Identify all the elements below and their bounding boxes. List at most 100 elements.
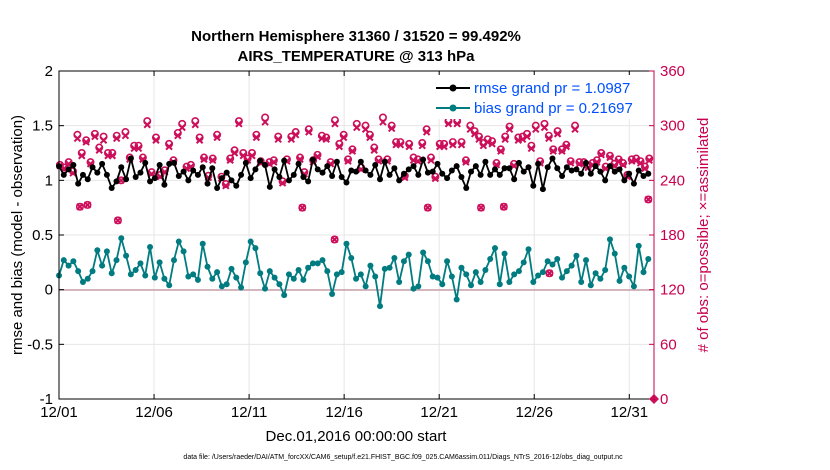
bias-series-point <box>496 281 503 288</box>
legend-bias-label: bias grand pr = 0.21697 <box>474 100 633 117</box>
bias-series-point <box>573 252 580 259</box>
rmse-series-point <box>60 171 67 178</box>
rmse-series-point <box>477 171 484 178</box>
rmse-series-point <box>338 174 345 181</box>
bias-series-point <box>118 235 125 242</box>
bias-series-point <box>568 262 575 269</box>
obs-assimilated-point <box>453 120 461 128</box>
bias-series-point <box>209 275 216 282</box>
rmse-series-point <box>199 164 206 171</box>
obs-assimilated-point <box>331 120 339 128</box>
obs-assimilated-point <box>527 144 536 153</box>
rmse-series-point <box>185 177 192 184</box>
obs-assimilated-point <box>108 152 117 160</box>
bias-series-point <box>353 275 360 282</box>
bias-series-point <box>329 291 336 298</box>
bias-series-point <box>233 274 240 281</box>
obs-assimilated-point <box>457 141 466 149</box>
obs-low-point <box>113 216 122 225</box>
bias-series-point <box>180 248 187 255</box>
bias-series-point <box>415 283 422 290</box>
y-left-tick-label: 2 <box>45 63 53 80</box>
bias-series-point <box>468 282 475 289</box>
obs-assimilated-point <box>195 136 204 144</box>
rmse-series-point <box>137 169 144 176</box>
rmse-series-point <box>343 179 350 186</box>
y-right-tick-label: 240 <box>660 172 685 189</box>
rmse-series-point <box>515 159 522 166</box>
bias-series-point <box>281 292 288 299</box>
rmse-series-point <box>103 171 110 178</box>
bias-series-point <box>477 279 484 286</box>
bias-series-point <box>592 270 599 277</box>
bias-series-point <box>410 285 417 292</box>
obs-assimilated-point <box>274 135 282 144</box>
bias-series-point <box>611 250 618 257</box>
obs-assimilated-point <box>213 133 221 142</box>
bias-series-point <box>630 283 637 290</box>
obs-assimilated-point <box>73 134 82 143</box>
rmse-series-point <box>276 174 283 181</box>
obs-assimilated-point <box>488 140 496 148</box>
obs-assimilated-point <box>431 174 440 183</box>
rmse-series-point <box>554 165 561 172</box>
data-file-footer: data file: /Users/raeder/DAI/ATM_forcXX/… <box>183 454 623 461</box>
rmse-series-point <box>228 177 235 184</box>
obs-assimilated-point <box>387 124 396 133</box>
obs-assimilated-point <box>475 135 483 144</box>
obs-low-x <box>83 201 92 209</box>
bias-series-point <box>319 257 326 264</box>
obs-low-point <box>298 203 307 212</box>
rmse-series-point <box>578 170 585 177</box>
rmse-series-point <box>190 167 197 174</box>
rmse-series-point <box>309 156 316 163</box>
rmse-series-point <box>453 163 460 170</box>
y-right-tick-label: 180 <box>660 227 685 244</box>
rmse-series-point <box>242 159 249 166</box>
obs-assimilated-point <box>641 164 649 173</box>
rmse-series-point <box>252 166 259 173</box>
legend: rmse grand pr = 1.0987 bias grand pr = 0… <box>415 75 651 119</box>
y-right-tick-label: 360 <box>660 63 685 80</box>
rmse-series-point <box>539 186 546 193</box>
obs-assimilated-point <box>501 135 509 144</box>
bias-series-point <box>132 266 139 273</box>
bias-series-point <box>429 273 436 280</box>
bias-series-point <box>194 276 201 283</box>
rmse-series-point <box>75 180 82 187</box>
obs-assimilated-point <box>518 135 527 144</box>
rmse-series-point <box>463 184 470 191</box>
bias-series-point <box>391 254 398 261</box>
chart-title-line1: Northern Hemisphere 31360 / 31520 = 99.4… <box>191 28 521 45</box>
obs-assimilated-point <box>462 158 470 166</box>
rmse-series-point <box>314 166 321 173</box>
rmse-series-point <box>218 175 225 182</box>
bias-series-point <box>511 271 518 278</box>
rmse-series-point <box>238 171 245 178</box>
obs-assimilated-point <box>418 142 426 150</box>
y-left-tick-label: -1 <box>40 391 53 408</box>
bias-series-point <box>223 281 230 288</box>
obs-assimilated-point <box>645 156 653 164</box>
plot-area <box>55 70 659 404</box>
bias-series-point <box>458 264 465 271</box>
rmse-series-point <box>151 175 158 182</box>
rmse-series-point <box>108 184 115 191</box>
bias-series-point <box>204 263 211 270</box>
rmse-series-point <box>525 164 532 171</box>
obs-assimilated-point <box>540 123 549 132</box>
bias-series-point <box>501 250 508 257</box>
obs-assimilated-point <box>278 179 287 187</box>
rmse-series-point <box>285 177 292 184</box>
rmse-series-point <box>247 175 254 182</box>
obs-assimilated-point <box>379 118 387 126</box>
x-tick-label: 12/31 <box>611 404 649 421</box>
obs-low-x <box>500 203 508 211</box>
bias-series-point <box>578 279 585 286</box>
bias-series-point <box>108 270 115 277</box>
rmse-series-point <box>300 174 307 181</box>
bias-series-point <box>238 284 245 291</box>
bias-series-point <box>65 262 72 269</box>
rmse-series-point <box>156 162 163 169</box>
